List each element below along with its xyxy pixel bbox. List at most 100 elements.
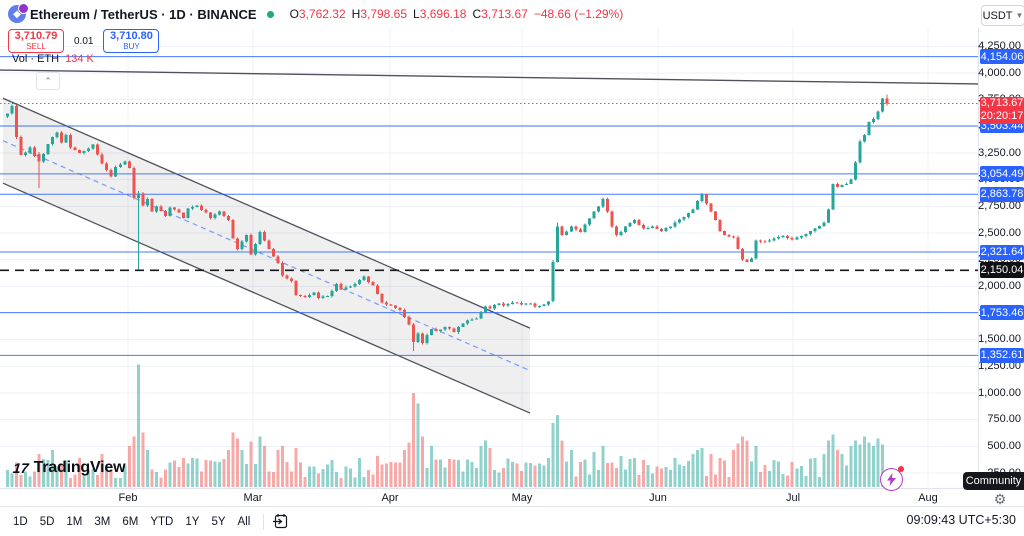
candle[interactable]: [817, 225, 821, 230]
range-button-5y[interactable]: 5Y: [211, 515, 226, 528]
candle[interactable]: [154, 205, 158, 214]
candle[interactable]: [132, 166, 136, 200]
candle[interactable]: [105, 161, 109, 172]
channel-midline[interactable]: [2, 140, 531, 372]
candle[interactable]: [69, 133, 73, 149]
candle[interactable]: [587, 217, 591, 227]
candle[interactable]: [745, 259, 749, 263]
candle[interactable]: [82, 150, 86, 155]
candle[interactable]: [127, 160, 131, 169]
candle[interactable]: [249, 233, 253, 255]
candle[interactable]: [263, 230, 267, 242]
candle[interactable]: [565, 230, 569, 236]
candle[interactable]: [700, 193, 704, 203]
candle[interactable]: [709, 203, 713, 213]
candle[interactable]: [10, 104, 14, 115]
candle[interactable]: [457, 325, 460, 334]
range-button-5d[interactable]: 5D: [39, 515, 55, 528]
channel-upper-line[interactable]: [2, 97, 531, 329]
candle[interactable]: [569, 225, 573, 233]
candle[interactable]: [267, 239, 271, 250]
candle[interactable]: [321, 294, 325, 299]
candle[interactable]: [506, 303, 510, 308]
candle[interactable]: [335, 282, 339, 293]
range-button-1m[interactable]: 1M: [66, 515, 83, 528]
candle[interactable]: [853, 160, 857, 181]
candle[interactable]: [560, 225, 564, 237]
candle[interactable]: [470, 318, 474, 322]
candle[interactable]: [375, 283, 379, 295]
candle[interactable]: [515, 301, 519, 304]
candle[interactable]: [880, 97, 884, 113]
candle[interactable]: [28, 146, 32, 155]
candle[interactable]: [520, 301, 524, 306]
candle[interactable]: [443, 326, 447, 331]
range-button-3m[interactable]: 3M: [94, 515, 111, 528]
candle[interactable]: [425, 333, 429, 345]
candle[interactable]: [497, 303, 501, 306]
candle[interactable]: [294, 279, 298, 297]
candle[interactable]: [664, 226, 668, 233]
quick-trade-button[interactable]: [880, 468, 903, 491]
candle[interactable]: [411, 323, 415, 351]
candle[interactable]: [330, 289, 334, 298]
candle[interactable]: [254, 243, 258, 256]
candle[interactable]: [136, 190, 140, 270]
candle[interactable]: [610, 210, 614, 229]
candle[interactable]: [384, 300, 388, 307]
candle[interactable]: [556, 222, 560, 263]
candle[interactable]: [741, 247, 745, 261]
candle[interactable]: [650, 225, 654, 229]
candle[interactable]: [840, 184, 844, 188]
candle[interactable]: [637, 218, 641, 226]
candle[interactable]: [592, 211, 596, 219]
candle[interactable]: [808, 230, 812, 236]
candle[interactable]: [714, 211, 718, 221]
candle[interactable]: [578, 228, 582, 233]
symbol-title[interactable]: Ethereum / TetherUS · 1D · BINANCE: [30, 6, 257, 22]
candle[interactable]: [759, 239, 763, 243]
candle[interactable]: [281, 261, 285, 278]
candle[interactable]: [326, 295, 330, 297]
candle[interactable]: [623, 225, 627, 234]
candle[interactable]: [33, 146, 37, 157]
candle[interactable]: [299, 294, 303, 298]
candle[interactable]: [308, 293, 312, 298]
candle[interactable]: [551, 260, 555, 303]
candle[interactable]: [163, 209, 167, 217]
candle[interactable]: [60, 131, 64, 144]
candle[interactable]: [763, 240, 767, 243]
time-axis[interactable]: Feb Mar Apr May Jun Jul Aug: [0, 488, 1024, 507]
candle[interactable]: [461, 323, 465, 328]
candle[interactable]: [24, 151, 28, 157]
candle[interactable]: [416, 332, 420, 344]
candle[interactable]: [718, 218, 722, 233]
candle[interactable]: [835, 182, 839, 188]
candle[interactable]: [6, 113, 9, 118]
candle[interactable]: [226, 215, 230, 222]
candle[interactable]: [533, 302, 537, 308]
sell-button[interactable]: 3,710.79 SELL: [8, 29, 64, 53]
candle[interactable]: [46, 143, 50, 156]
candle[interactable]: [348, 285, 352, 289]
candle[interactable]: [605, 197, 609, 214]
candle[interactable]: [145, 197, 149, 207]
candle[interactable]: [524, 303, 528, 306]
currency-selector[interactable]: USDT ▼: [981, 5, 1024, 26]
candle[interactable]: [479, 311, 483, 320]
candle[interactable]: [705, 193, 709, 206]
candle[interactable]: [452, 327, 456, 333]
candle[interactable]: [172, 206, 176, 211]
candle[interactable]: [195, 204, 199, 208]
candle[interactable]: [73, 146, 77, 151]
gear-icon[interactable]: ⚙: [993, 490, 1007, 507]
candle[interactable]: [123, 160, 127, 166]
candle[interactable]: [655, 225, 659, 230]
candle[interactable]: [357, 278, 361, 286]
candle[interactable]: [19, 135, 23, 156]
candle[interactable]: [691, 208, 695, 214]
candle[interactable]: [542, 304, 546, 307]
candle[interactable]: [885, 94, 889, 106]
candle[interactable]: [276, 254, 280, 264]
candle[interactable]: [786, 234, 790, 240]
